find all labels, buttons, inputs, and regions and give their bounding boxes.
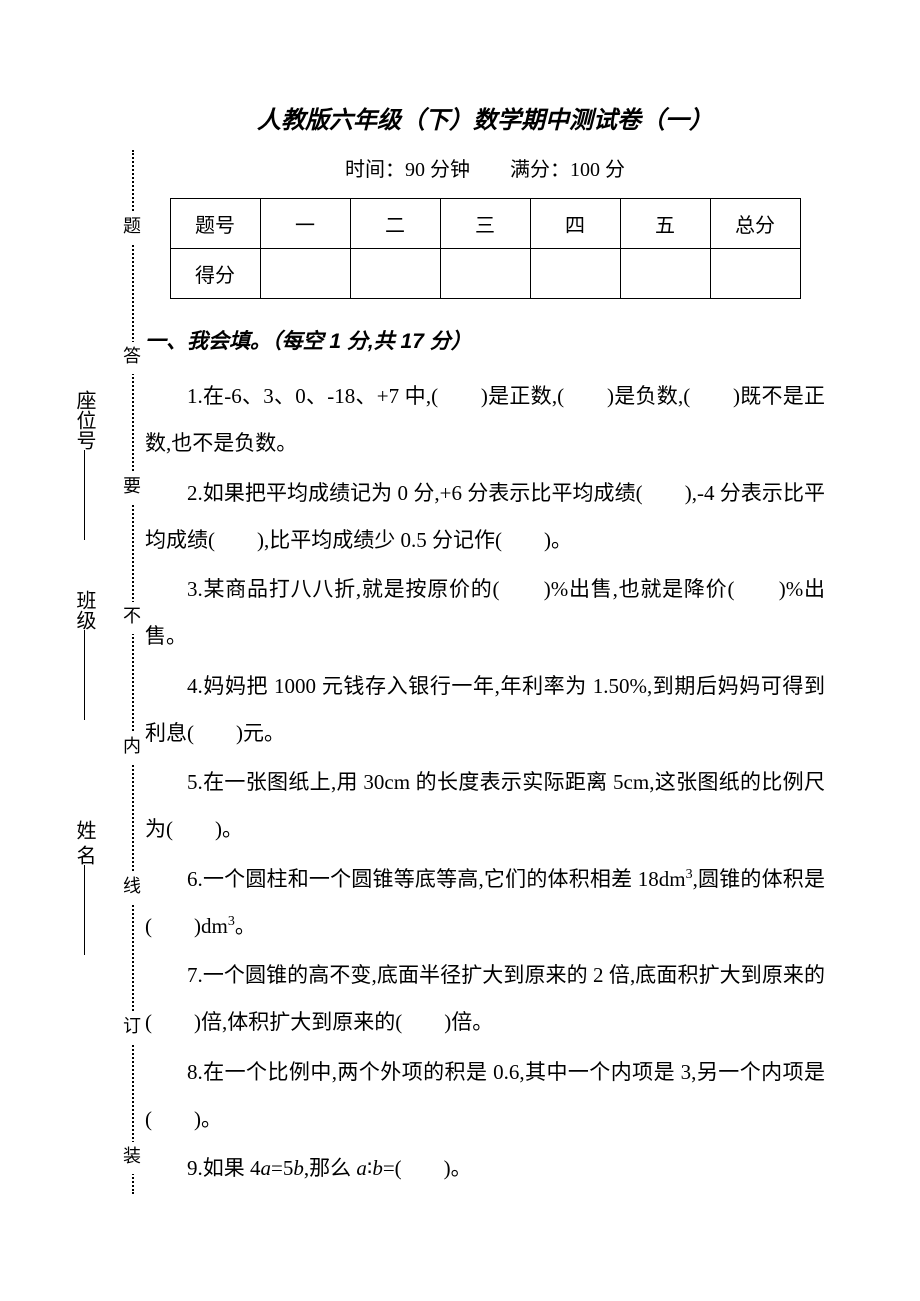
seat-label: 座位号 [70,390,99,540]
question-1: 1.在-6、3、0、-18、+7 中,( )是正数,( )是负数,( )既不是正… [145,373,825,468]
binding-char-xian: 线 [118,872,144,904]
table-cell [440,249,530,299]
question-2: 2.如果把平均成绩记为 0 分,+6 分表示比平均成绩( ),-4 分表示比平均… [145,470,825,565]
table-cell: 四 [530,199,620,249]
binding-char-ti: 题 [118,212,144,244]
class-label: 班级 [70,590,99,720]
table-cell: 二 [350,199,440,249]
table-cell: 五 [620,199,710,249]
question-7: 7.一个圆锥的高不变,底面半径扩大到原来的 2 倍,底面积扩大到原来的( )倍,… [145,952,825,1047]
table-cell: 题号 [170,199,260,249]
table-cell [530,249,620,299]
question-5: 5.在一张图纸上,用 30cm 的长度表示实际距离 5cm,这张图纸的比例尺为(… [145,759,825,854]
table-row: 得分 [170,249,800,299]
binding-char-nei: 内 [118,732,144,764]
question-6: 6.一个圆柱和一个圆锥等底等高,它们的体积相差 18dm3,圆锥的体积是( )d… [145,856,825,951]
table-cell: 总分 [710,199,800,249]
binding-char-bu: 不 [118,602,144,634]
name-label: 姓 名 [70,820,99,955]
binding-char-da: 答 [118,342,144,374]
binding-margin: 装 订 线 内 不 要 答 题 [120,150,145,1194]
exam-subtitle: 时间：90 分钟 满分：100 分 [145,153,825,182]
table-cell [710,249,800,299]
table-cell [350,249,440,299]
question-8: 8.在一个比例中,两个外项的积是 0.6,其中一个内项是 3,另一个内项是( )… [145,1049,825,1144]
question-3: 3.某商品打八八折,就是按原价的( )%出售,也就是降价( )%出售。 [145,566,825,661]
table-cell: 一 [260,199,350,249]
table-cell [620,249,710,299]
question-9: 9.如果 4a=5b,那么 a∶b=( )。 [145,1145,825,1192]
score-table: 题号 一 二 三 四 五 总分 得分 [170,198,801,299]
section-1-heading: 一、我会填。（每空 1 分,共 17 分） [145,325,825,355]
exam-title: 人教版六年级（下）数学期中测试卷（一） [145,100,825,135]
binding-char-ding: 订 [118,1012,144,1044]
question-4: 4.妈妈把 1000 元钱存入银行一年,年利率为 1.50%,到期后妈妈可得到利… [145,663,825,758]
binding-char-zhuang: 装 [118,1142,144,1174]
binding-char-yao: 要 [118,472,144,504]
table-row: 题号 一 二 三 四 五 总分 [170,199,800,249]
table-cell [260,249,350,299]
table-cell: 得分 [170,249,260,299]
table-cell: 三 [440,199,530,249]
vertical-info-labels: 姓 名 班级 座位号 [70,150,110,1194]
